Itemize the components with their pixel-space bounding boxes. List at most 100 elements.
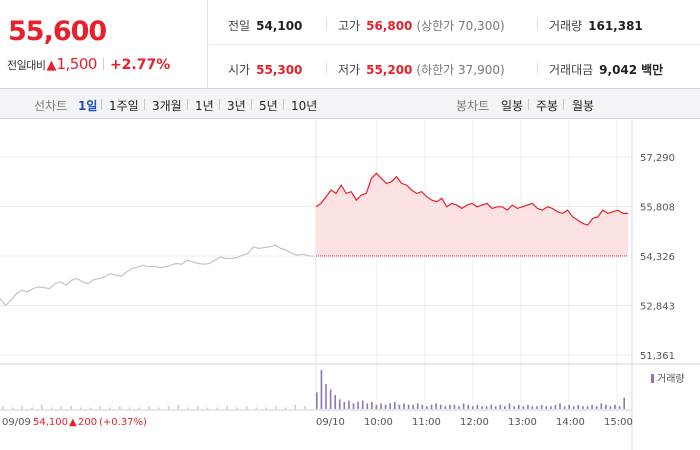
volume-bar	[435, 403, 437, 409]
volume-bar	[614, 404, 616, 409]
stat-open: 시가 55,300	[228, 61, 302, 78]
volume-bar	[623, 397, 625, 409]
prev-day-close: 54,100	[33, 417, 68, 428]
volume-legend-label: 거래량	[657, 373, 685, 385]
volume-bar	[412, 404, 414, 409]
volume-bar	[60, 406, 63, 409]
volume-bar	[476, 404, 479, 409]
up-triangle-icon: ▲	[69, 417, 77, 428]
change-value: 1,500	[56, 55, 97, 73]
volume-bar	[609, 406, 612, 409]
tab-3y[interactable]: 3년	[227, 99, 246, 113]
price-area-fill	[316, 173, 628, 256]
stat-value: 55,200	[366, 63, 413, 77]
volume-bar	[316, 392, 318, 409]
volume-bar	[439, 404, 442, 409]
stat-low: 저가 55,200 (하한가 37,900)	[338, 61, 505, 78]
y-tick-label: 57,290	[640, 153, 675, 164]
line-chart-label: 선차트	[34, 99, 68, 113]
volume-bar	[453, 404, 456, 409]
change-label: 전일대비	[7, 59, 46, 72]
stat-unit: 백만	[641, 63, 664, 77]
volume-bar	[467, 404, 469, 409]
volume-bar	[568, 404, 570, 409]
volume-bar	[284, 407, 287, 409]
x-tick-label: 10:00	[364, 417, 393, 428]
divider	[283, 99, 284, 110]
tab-1d[interactable]: 1일	[78, 99, 98, 113]
row-divider	[209, 44, 700, 45]
volume-bar	[80, 407, 82, 409]
divider	[326, 18, 327, 30]
volume-bar	[31, 407, 33, 409]
tab-1y[interactable]: 1년	[195, 99, 214, 113]
volume-bar	[494, 406, 497, 409]
volume-bar	[380, 403, 382, 409]
upper-limit: (상한가 70,300)	[416, 19, 505, 33]
y-tick-label: 55,808	[640, 202, 675, 213]
tab-daily-candle[interactable]: 일봉	[501, 99, 524, 113]
tab-weekly-candle[interactable]: 주봉	[536, 99, 559, 113]
volume-bar	[586, 406, 589, 409]
volume-legend: 거래량	[651, 373, 685, 385]
tab-1w[interactable]: 1주일	[109, 99, 139, 113]
tab-5y[interactable]: 5년	[259, 99, 278, 113]
volume-bar	[605, 404, 607, 409]
divider	[528, 99, 529, 110]
volume-bar	[531, 406, 534, 409]
volume-bar	[449, 404, 451, 409]
x-tick-label: 14:00	[556, 417, 585, 428]
volume-bar	[167, 406, 170, 409]
volume-bar	[128, 407, 131, 409]
volume-bar	[563, 406, 566, 409]
volume-bar	[426, 406, 428, 409]
volume-bar	[275, 406, 277, 409]
stat-volume: 거래량 161,381	[549, 17, 643, 34]
stat-prev-close: 전일 54,100	[228, 17, 302, 34]
prev-day-summary: 09/09 54,100 ▲ 200 (+0.37%)	[2, 417, 147, 428]
stat-label: 저가	[338, 63, 361, 77]
stat-high: 고가 56,800 (상한가 70,300)	[338, 17, 505, 34]
volume-bar	[618, 406, 621, 409]
prev-day-change-pct: (+0.37%)	[99, 417, 147, 428]
volume-bars	[2, 370, 625, 410]
volume-bar	[407, 404, 410, 409]
volume-bar	[458, 406, 460, 409]
volume-bar	[338, 399, 341, 410]
divider	[187, 99, 188, 110]
stat-label: 시가	[228, 63, 251, 77]
tab-3m[interactable]: 3개월	[152, 99, 182, 113]
volume-bar	[329, 389, 332, 409]
volume-bar	[554, 404, 557, 409]
volume-bar	[216, 407, 219, 409]
volume-bar	[389, 403, 391, 409]
volume-bar	[572, 406, 575, 409]
stock-summary-header: 55,600 전일대비▲1,500 +2.77% 전일 54,100 고가 56,80…	[0, 0, 700, 89]
volume-bar	[245, 406, 248, 409]
tab-10y[interactable]: 10년	[291, 99, 318, 113]
today-price-line	[315, 172, 628, 226]
volume-bar	[343, 402, 346, 409]
volume-bar	[485, 406, 488, 409]
divider	[537, 62, 538, 74]
volume-bar	[70, 406, 72, 409]
volume-bar	[577, 404, 580, 409]
volume-bar	[352, 403, 355, 409]
y-tick-label: 51,361	[640, 351, 675, 362]
stat-value: 161,381	[588, 19, 643, 33]
stat-value: 55,300	[256, 63, 303, 77]
volume-bar	[226, 406, 228, 409]
volume-bar	[89, 407, 92, 409]
volume-bar	[304, 406, 306, 409]
prev-day-price-line	[0, 244, 315, 307]
volume-bar	[536, 406, 538, 409]
prev-day-label: 09/09	[2, 417, 31, 428]
volume-bar	[504, 406, 506, 409]
stat-trade-amount: 거래대금 9,042 백만	[549, 61, 663, 78]
change-row: 전일대비▲1,500 +2.77%	[7, 55, 170, 73]
stat-value: 56,800	[366, 19, 413, 33]
stat-label: 거래대금	[549, 63, 594, 77]
lower-limit: (하한가 37,900)	[416, 63, 505, 77]
tab-monthly-candle[interactable]: 월봉	[572, 99, 595, 113]
divider	[563, 99, 564, 110]
